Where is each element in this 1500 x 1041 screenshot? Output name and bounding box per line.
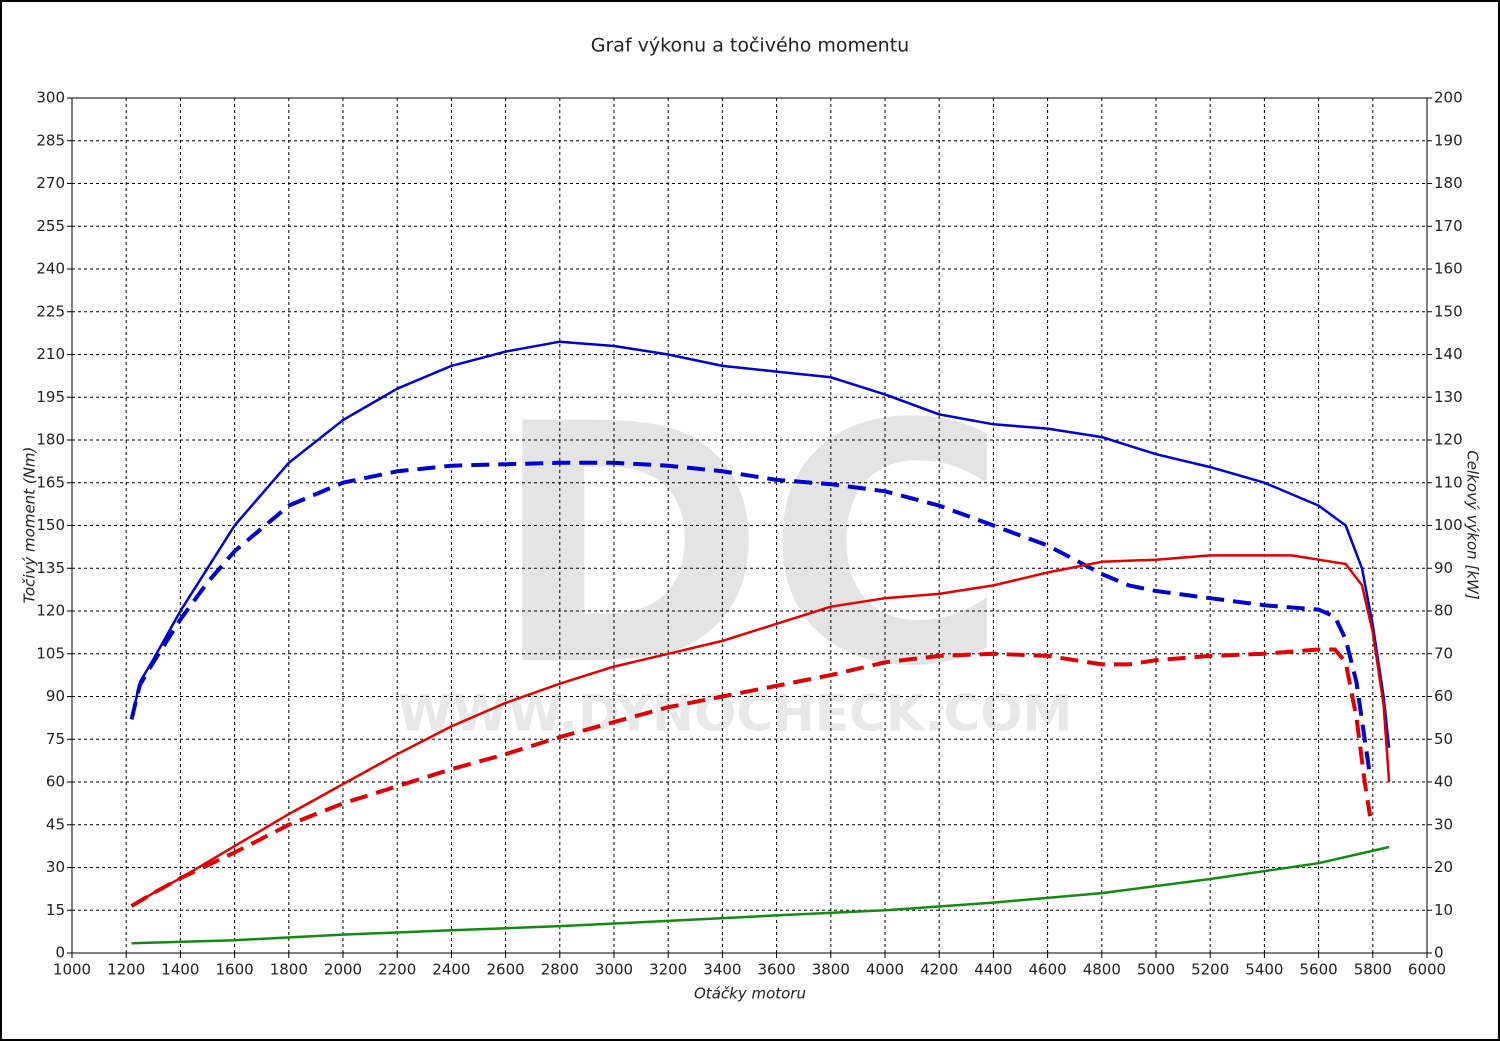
y-axis-label: Točivý moment (Nm) [21,447,39,604]
series-line [130,647,1373,908]
y2-tick-label: 20 [1434,858,1453,876]
y-tick-label: 225 [36,302,65,320]
watermark-url: WWW.DYNOCHECK.COM [398,685,1073,743]
x-tick-label: 2200 [378,961,416,979]
series-line [130,340,1391,748]
y-tick-label: 90 [46,687,65,705]
series-line [130,554,1391,908]
y-tick-label: 210 [36,345,65,363]
y2-tick-label: 190 [1434,131,1463,149]
y-tick-label: 255 [36,217,65,235]
x-tick-label: 5600 [1300,961,1338,979]
y-tick-label: 30 [46,858,65,876]
y2-tick-label: 30 [1434,815,1453,833]
y2-tick-label: 180 [1434,174,1463,192]
series-line [129,460,1373,777]
y-tick-label: 150 [36,516,65,534]
x-tick-label: 4000 [866,961,904,979]
y2-tick-label: 140 [1434,345,1463,363]
y2-tick-label: 100 [1434,516,1463,534]
x-axis-label: Otáčky motoru [694,985,806,1003]
y2-tick-label: 50 [1434,730,1453,748]
y2-tick-label: 120 [1434,431,1463,449]
y-tick-label: 60 [46,773,65,791]
series-line [131,845,1390,945]
x-tick-label: 1800 [270,961,308,979]
y-tick-label: 120 [36,602,65,620]
y2-tick-label: 60 [1434,687,1453,705]
y-tick-label: 270 [36,174,65,192]
y2-tick-label: 10 [1434,901,1453,919]
x-tick-label: 2400 [432,961,470,979]
x-tick-label: 4800 [1083,961,1121,979]
y-tick-label: 165 [36,473,65,491]
x-tick-label: 5200 [1191,961,1229,979]
y2-tick-label: 160 [1434,260,1463,278]
y-tick-label: 15 [46,901,65,919]
x-tick-label: 1200 [107,961,145,979]
x-tick-label: 3200 [649,961,687,979]
y2-tick-label: 170 [1434,217,1463,235]
x-tick-label: 5400 [1245,961,1283,979]
x-tick-label: 4600 [1029,961,1067,979]
y2-tick-label: 70 [1434,644,1453,662]
watermark: DC [492,354,1008,738]
y-tick-label: 285 [36,131,65,149]
y-tick-label: 0 [55,944,65,962]
x-tick-label: 2000 [324,961,362,979]
x-tick-label: 5800 [1354,961,1392,979]
y-tick-label: 195 [36,388,65,406]
x-tick-label: 3000 [595,961,633,979]
y-tick-label: 105 [36,644,65,662]
x-tick-label: 5000 [1137,961,1175,979]
x-tick-label: 6000 [1408,961,1446,979]
x-tick-label: 3600 [758,961,796,979]
x-tick-label: 4200 [920,961,958,979]
y2-tick-label: 90 [1434,559,1453,577]
x-tick-label: 2800 [541,961,579,979]
y-tick-label: 240 [36,260,65,278]
y-tick-label: 135 [36,559,65,577]
chart-title: Graf výkonu a točivého momentu [591,35,909,57]
y2-tick-label: 80 [1434,602,1453,620]
y2-tick-label: 0 [1434,944,1444,962]
y2-tick-label: 150 [1434,302,1463,320]
y-tick-label: 75 [46,730,65,748]
y2-tick-label: 40 [1434,773,1453,791]
x-tick-label: 3800 [812,961,850,979]
x-tick-label: 4400 [974,961,1012,979]
x-tick-label: 1000 [53,961,91,979]
y2-tick-label: 110 [1434,473,1463,491]
y-tick-label: 45 [46,815,65,833]
x-tick-label: 1600 [216,961,254,979]
x-tick-label: 3400 [703,961,741,979]
y-tick-label: 180 [36,431,65,449]
x-tick-label: 2600 [487,961,525,979]
y2-axis-label: Celkový výkon [kW] [1464,450,1482,600]
plot-border [71,97,1428,954]
x-tick-label: 1400 [161,961,199,979]
y2-tick-label: 130 [1434,388,1463,406]
y2-tick-label: 200 [1434,89,1463,107]
y-tick-label: 300 [36,89,65,107]
